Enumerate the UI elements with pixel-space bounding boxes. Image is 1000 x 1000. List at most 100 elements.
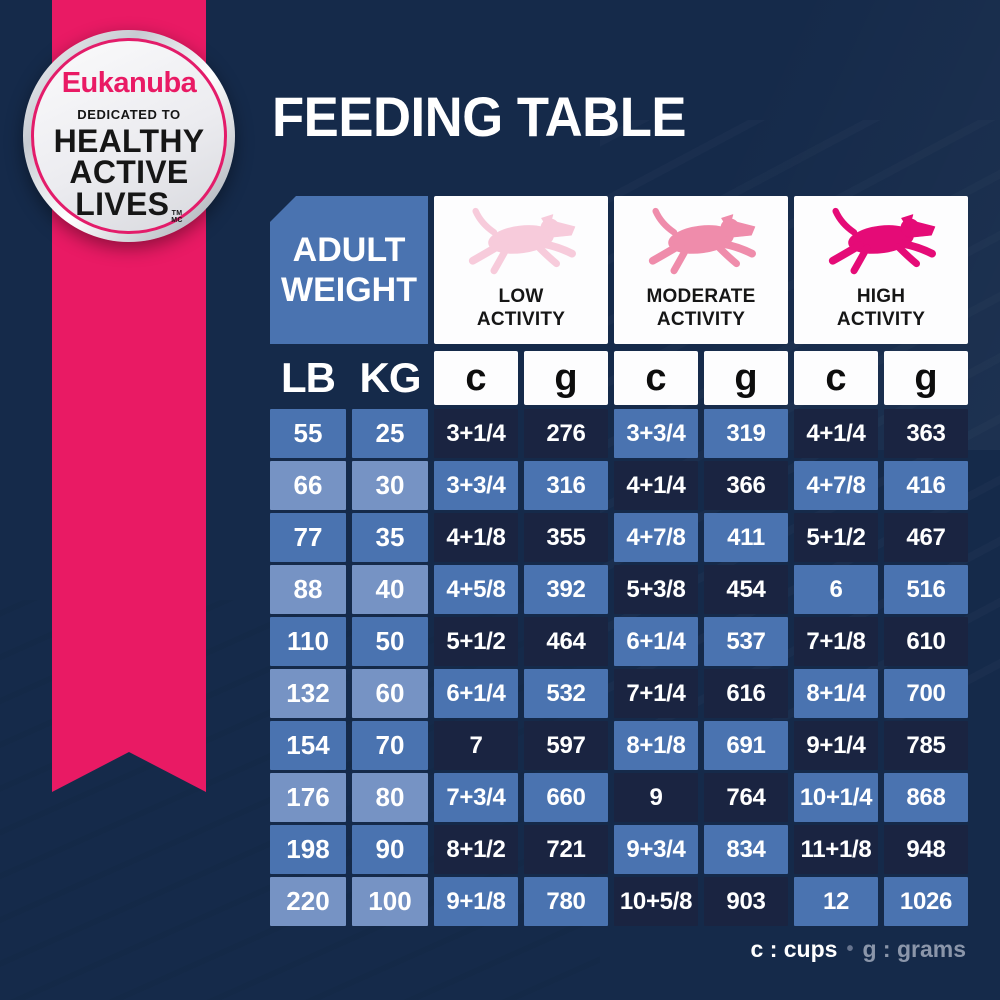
- grams-value-cell: 411: [704, 513, 788, 562]
- cups-value-cell: 9+1/4: [794, 721, 878, 770]
- eukanuba-logo-text: Eukanuba: [61, 67, 197, 99]
- grams-value-cell: 366: [704, 461, 788, 510]
- lb-column-header: LB: [281, 354, 336, 401]
- table-row: 220 100 9+1/8 780 10+5/8 903 12 1026: [270, 877, 968, 926]
- grams-value-cell: 610: [884, 617, 968, 666]
- cups-value-cell: 3+1/4: [434, 409, 518, 458]
- cups-value-cell: 12: [794, 877, 878, 926]
- grams-value-cell: 785: [884, 721, 968, 770]
- badge-headline-line3: LIVES TM MC: [54, 188, 205, 225]
- legend-grams: g : grams: [862, 936, 966, 962]
- grams-column-header: g: [884, 351, 968, 405]
- grams-value-cell: 903: [704, 877, 788, 926]
- weight-lb-cell: 55: [270, 409, 346, 458]
- cups-value-cell: 6+1/4: [614, 617, 698, 666]
- grams-value-cell: 834: [704, 825, 788, 874]
- grams-value-cell: 319: [704, 409, 788, 458]
- cups-value-cell: 4+5/8: [434, 565, 518, 614]
- badge-tagline: DEDICATED TO: [77, 107, 181, 122]
- cups-value-cell: 9+3/4: [614, 825, 698, 874]
- grams-value-cell: 464: [524, 617, 608, 666]
- grams-value-cell: 1026: [884, 877, 968, 926]
- weight-kg-cell: 30: [352, 461, 428, 510]
- legend-separator: •: [846, 938, 854, 960]
- weight-kg-cell: 25: [352, 409, 428, 458]
- table-row: 154 70 7 597 8+1/8 691 9+1/4 785: [270, 721, 968, 770]
- activity-label-high: HIGH ACTIVITY: [836, 286, 926, 330]
- brand-badge-inner: Eukanuba DEDICATED TO HEALTHY ACTIVE LIV…: [31, 38, 227, 234]
- grams-value-cell: 516: [884, 565, 968, 614]
- adult-weight-header: ADULT WEIGHT: [270, 196, 428, 344]
- badge-headline-line2: ACTIVE: [69, 154, 189, 191]
- page-title: FEEDING TABLE: [272, 85, 687, 148]
- cups-value-cell: 11+1/8: [794, 825, 878, 874]
- grams-value-cell: 316: [524, 461, 608, 510]
- grams-value-cell: 392: [524, 565, 608, 614]
- table-row: 110 50 5+1/2 464 6+1/4 537 7+1/8 610: [270, 617, 968, 666]
- table-header-row: ADULT WEIGHT LOW ACT: [270, 196, 968, 344]
- weight-kg-cell: 90: [352, 825, 428, 874]
- grams-value-cell: 780: [524, 877, 608, 926]
- activity-header-low: LOW ACTIVITY: [434, 196, 608, 344]
- adult-weight-label: ADULT WEIGHT: [281, 230, 417, 309]
- cups-value-cell: 10+5/8: [614, 877, 698, 926]
- cups-value-cell: 7: [434, 721, 518, 770]
- table-row: 176 80 7+3/4 660 9 764 10+1/4 868: [270, 773, 968, 822]
- running-dog-icon: [648, 207, 756, 275]
- weight-lb-cell: 154: [270, 721, 346, 770]
- cups-value-cell: 9: [614, 773, 698, 822]
- cups-value-cell: 10+1/4: [794, 773, 878, 822]
- running-dog-icon: [468, 207, 576, 275]
- weight-kg-cell: 80: [352, 773, 428, 822]
- grams-value-cell: 454: [704, 565, 788, 614]
- grams-value-cell: 660: [524, 773, 608, 822]
- weight-lb-cell: 132: [270, 669, 346, 718]
- table-row: 77 35 4+1/8 355 4+7/8 411 5+1/2 467: [270, 513, 968, 562]
- grams-value-cell: 276: [524, 409, 608, 458]
- grams-value-cell: 416: [884, 461, 968, 510]
- cups-value-cell: 3+3/4: [614, 409, 698, 458]
- cups-value-cell: 6: [794, 565, 878, 614]
- activity-header-moderate: MODERATE ACTIVITY: [614, 196, 788, 344]
- cups-value-cell: 7+1/8: [794, 617, 878, 666]
- table-body: 55 25 3+1/4 276 3+3/4 319 4+1/4 363 66 30 3+3/4 316…: [270, 409, 968, 926]
- tm-text: TM: [171, 209, 183, 217]
- weight-kg-cell: 100: [352, 877, 428, 926]
- activity-label-moderate: MODERATE ACTIVITY: [646, 286, 756, 330]
- cups-value-cell: 4+7/8: [794, 461, 878, 510]
- cups-value-cell: 7+3/4: [434, 773, 518, 822]
- grams-value-cell: 700: [884, 669, 968, 718]
- cups-value-cell: 6+1/4: [434, 669, 518, 718]
- cups-value-cell: 3+3/4: [434, 461, 518, 510]
- weight-kg-cell: 35: [352, 513, 428, 562]
- weight-lb-cell: 220: [270, 877, 346, 926]
- weight-lb-cell: 77: [270, 513, 346, 562]
- weight-kg-cell: 70: [352, 721, 428, 770]
- weight-kg-cell: 50: [352, 617, 428, 666]
- grams-column-header: g: [524, 351, 608, 405]
- table-row: 88 40 4+5/8 392 5+3/8 454 6 516: [270, 565, 968, 614]
- cups-value-cell: 4+1/8: [434, 513, 518, 562]
- weight-lb-cell: 198: [270, 825, 346, 874]
- grams-value-cell: 597: [524, 721, 608, 770]
- weight-lb-cell: 66: [270, 461, 346, 510]
- cups-value-cell: 8+1/2: [434, 825, 518, 874]
- cups-value-cell: 5+1/2: [794, 513, 878, 562]
- cups-value-cell: 4+7/8: [614, 513, 698, 562]
- legend-cups: c : cups: [750, 936, 838, 962]
- grams-value-cell: 948: [884, 825, 968, 874]
- cups-value-cell: 7+1/4: [614, 669, 698, 718]
- grams-value-cell: 868: [884, 773, 968, 822]
- activity-label-low: LOW ACTIVITY: [476, 286, 566, 330]
- table-row: 66 30 3+3/4 316 4+1/4 366 4+7/8 416: [270, 461, 968, 510]
- feeding-table: ADULT WEIGHT LOW ACT: [270, 196, 968, 926]
- badge-headline: HEALTHY ACTIVE LIVES TM MC: [54, 125, 205, 225]
- brand-badge: Eukanuba DEDICATED TO HEALTHY ACTIVE LIV…: [23, 30, 235, 242]
- weight-lb-cell: 88: [270, 565, 346, 614]
- grams-column-header: g: [704, 351, 788, 405]
- table-row: 132 60 6+1/4 532 7+1/4 616 8+1/4 700: [270, 669, 968, 718]
- grams-value-cell: 764: [704, 773, 788, 822]
- cups-value-cell: 5+3/8: [614, 565, 698, 614]
- cups-column-header: c: [614, 351, 698, 405]
